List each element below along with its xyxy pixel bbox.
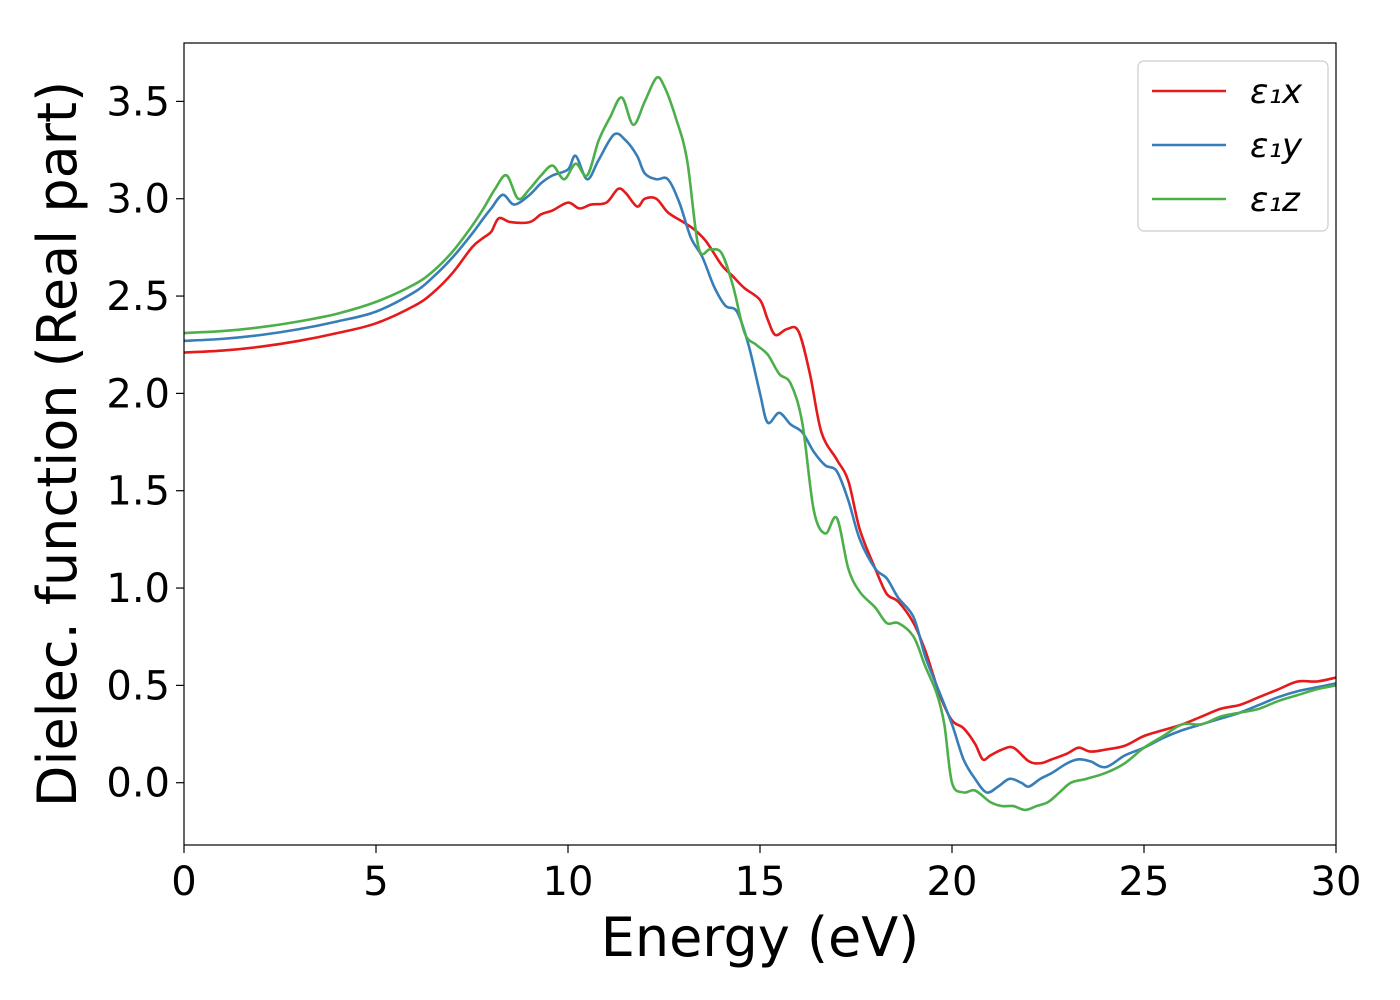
- series-line-2: [184, 132, 1336, 794]
- y-tick-label: 1.0: [106, 566, 170, 612]
- y-axis-label: Dielec. function (Real part): [26, 81, 89, 807]
- x-tick-label: 5: [363, 859, 388, 905]
- x-axis-label: Energy (eV): [601, 906, 920, 969]
- legend-box: [1137, 60, 1329, 232]
- series-line-1: [184, 187, 1336, 765]
- y-tick-label: 1.5: [106, 469, 170, 515]
- x-tick-label: 20: [927, 859, 978, 905]
- x-tick-label: 10: [543, 859, 594, 905]
- y-tick-label: 0.5: [106, 663, 170, 709]
- y-tick-label: 3.5: [106, 79, 170, 125]
- y-tick-label: 2.5: [106, 274, 170, 320]
- y-tick-label: 2.0: [106, 371, 170, 417]
- x-tick-label: 25: [1119, 859, 1170, 905]
- x-tick-label: 0: [171, 859, 196, 905]
- series-line-3: [184, 75, 1336, 812]
- legend-label-2: ε₁y: [1250, 126, 1303, 166]
- x-axis: 0 5 10 15 20 25 30: [171, 845, 1361, 905]
- x-tick-label: 15: [735, 859, 786, 905]
- legend: ε₁x ε₁y ε₁z: [1137, 60, 1329, 232]
- y-tick-label: 3.0: [106, 177, 170, 223]
- x-tick-label: 30: [1311, 859, 1362, 905]
- y-tick-label: 0.0: [106, 761, 170, 807]
- legend-label-1: ε₁x: [1250, 72, 1303, 112]
- y-axis: 0.0 0.5 1.0 1.5 2.0 2.5 3.0 3.5: [106, 79, 184, 807]
- legend-label-3: ε₁z: [1250, 180, 1301, 220]
- series-layer: [184, 75, 1336, 812]
